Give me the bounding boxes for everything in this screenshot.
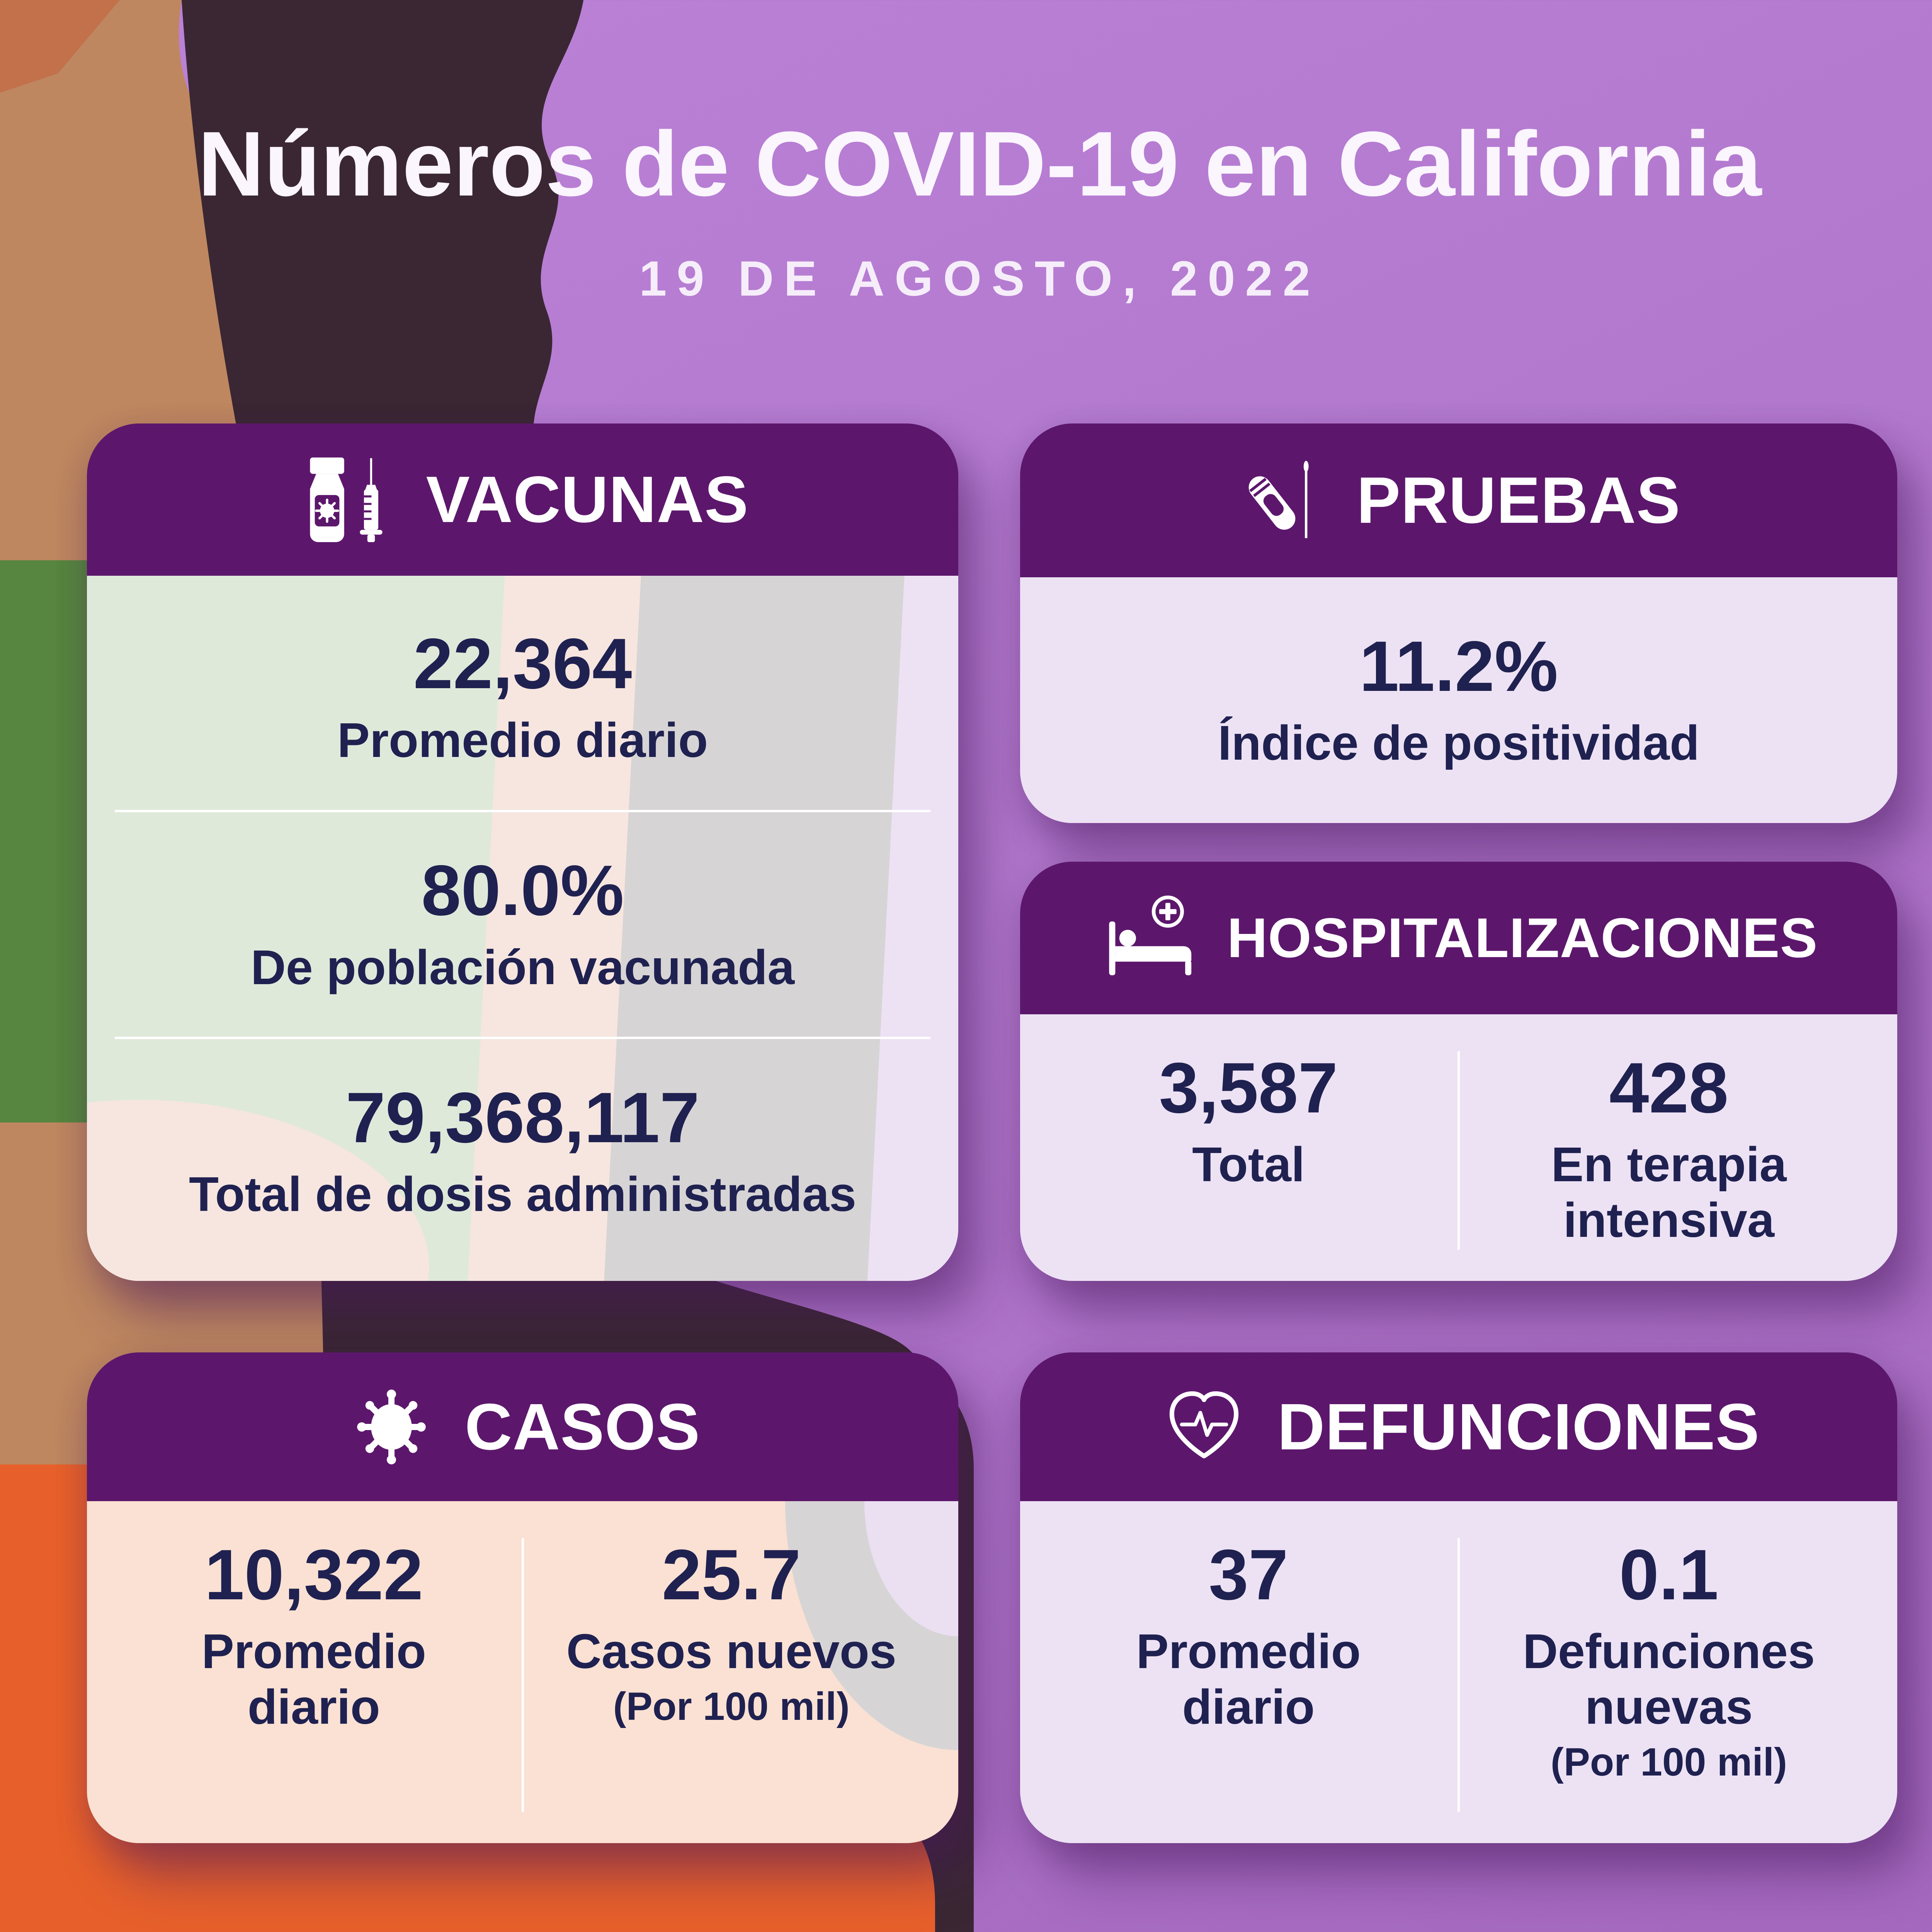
casos-card: CASOS 10,322 Promedio diario 25.7 Casos … — [87, 1352, 958, 1843]
stat-value: 22,364 — [413, 624, 632, 704]
stat-label: En terapia intensiva — [1551, 1137, 1787, 1248]
hospitalizaciones-card-body: 3,587 Total 428 En terapia intensiva — [1020, 1014, 1897, 1281]
page-title: Números de COVID-19 en California — [198, 113, 1762, 215]
hospitalizaciones-card: HOSPITALIZACIONES 3,587 Total 428 En ter… — [1020, 862, 1897, 1281]
page-date: 19 DE AGOSTO, 2022 — [639, 251, 1320, 306]
stat-label: Promedio diario — [201, 1624, 426, 1735]
hospitalizaciones-card-title: HOSPITALIZACIONES — [1227, 906, 1818, 969]
heart-pulse-icon — [1169, 1391, 1239, 1458]
stat-label: Total — [1192, 1137, 1305, 1192]
stat-label: Índice de positividad — [1218, 716, 1700, 770]
stat-value: 37 — [1209, 1535, 1288, 1615]
stat-label: Promedio diario — [337, 713, 708, 768]
deaths-daily-average-stat: 37 Promedio diario — [1039, 1530, 1458, 1820]
positivity-rate-stat: 11.2% Índice de positividad — [1020, 629, 1897, 771]
hospitalizaciones-card-header: HOSPITALIZACIONES — [1020, 862, 1897, 1014]
casos-card-body: 10,322 Promedio diario 25.7 Casos nuevos… — [87, 1501, 958, 1843]
stat-sublabel: (Por 100 mil) — [1550, 1740, 1787, 1784]
stat-value: 80.0% — [421, 851, 624, 931]
pruebas-card-header: PRUEBAS — [1020, 423, 1897, 577]
stat-label: Total de dosis administradas — [189, 1167, 857, 1222]
defunciones-card-title: DEFUNCIONES — [1277, 1390, 1760, 1464]
stat-value: 79,368,117 — [345, 1078, 700, 1158]
vacunas-daily-average-stat: 22,364 Promedio diario — [115, 624, 930, 768]
defunciones-card-body: 37 Promedio diario 0.1 Defunciones nueva… — [1020, 1501, 1897, 1843]
stat-label: Promedio diario — [1136, 1624, 1361, 1735]
icu-stat: 428 En terapia intensiva — [1460, 1043, 1878, 1258]
new-deaths-stat: 0.1 Defunciones nuevas (Por 100 mil) — [1460, 1530, 1878, 1820]
stat-label: Defunciones nuevas — [1522, 1624, 1815, 1735]
vacunas-card-title: VACUNAS — [426, 463, 749, 536]
divider — [1458, 1051, 1460, 1250]
stat-sublabel: (Por 100 mil) — [613, 1684, 850, 1729]
syringe — [360, 458, 383, 542]
vacunas-card-header: VACUNAS — [87, 423, 958, 576]
test-tube-and-swab-icon — [1248, 461, 1309, 538]
stat-label: De población vacunada — [250, 940, 795, 995]
stat-value: 0.1 — [1619, 1535, 1719, 1615]
new-cases-stat: 25.7 Casos nuevos (Por 100 mil) — [524, 1530, 939, 1820]
vacunas-card-body: 22,364 Promedio diario 80.0% De població… — [87, 576, 958, 1281]
stat-value: 428 — [1609, 1048, 1729, 1128]
divider — [115, 810, 930, 812]
defunciones-card: DEFUNCIONES 37 Promedio diario 0.1 Defun… — [1020, 1352, 1897, 1843]
stat-value: 10,322 — [204, 1535, 423, 1615]
swab — [1303, 461, 1309, 538]
stat-value: 3,587 — [1159, 1048, 1338, 1128]
stat-value: 25.7 — [662, 1535, 801, 1615]
vacunas-total-doses-stat: 79,368,117 Total de dosis administradas — [115, 1081, 930, 1222]
stat-label: Casos nuevos — [566, 1624, 896, 1679]
cases-daily-average-stat: 10,322 Promedio diario — [106, 1530, 522, 1820]
pruebas-card: PRUEBAS 11.2% Índice de positividad — [1020, 423, 1897, 823]
stat-value: 11.2% — [1359, 626, 1558, 706]
hospitalized-total-stat: 3,587 Total — [1039, 1043, 1458, 1258]
vacunas-card: VACUNAS 22,364 Promedio diario 80.0% De … — [87, 423, 958, 1281]
defunciones-card-header: DEFUNCIONES — [1020, 1352, 1897, 1501]
divider — [115, 1037, 930, 1039]
vacunas-population-stat: 80.0% De población vacunada — [115, 854, 930, 995]
virus-icon — [357, 1389, 426, 1464]
divider — [521, 1538, 524, 1812]
vaccine-vial-and-syringe-icon — [310, 457, 383, 542]
pruebas-card-body: 11.2% Índice de positividad — [1020, 577, 1897, 823]
casos-card-title: CASOS — [464, 1390, 701, 1464]
casos-card-header: CASOS — [87, 1352, 958, 1501]
pruebas-card-title: PRUEBAS — [1356, 464, 1681, 537]
virus-on-label — [315, 498, 340, 523]
hospital-bed-icon — [1109, 895, 1191, 975]
divider — [1458, 1538, 1460, 1812]
shoulder-skin-shape — [0, 0, 120, 93]
